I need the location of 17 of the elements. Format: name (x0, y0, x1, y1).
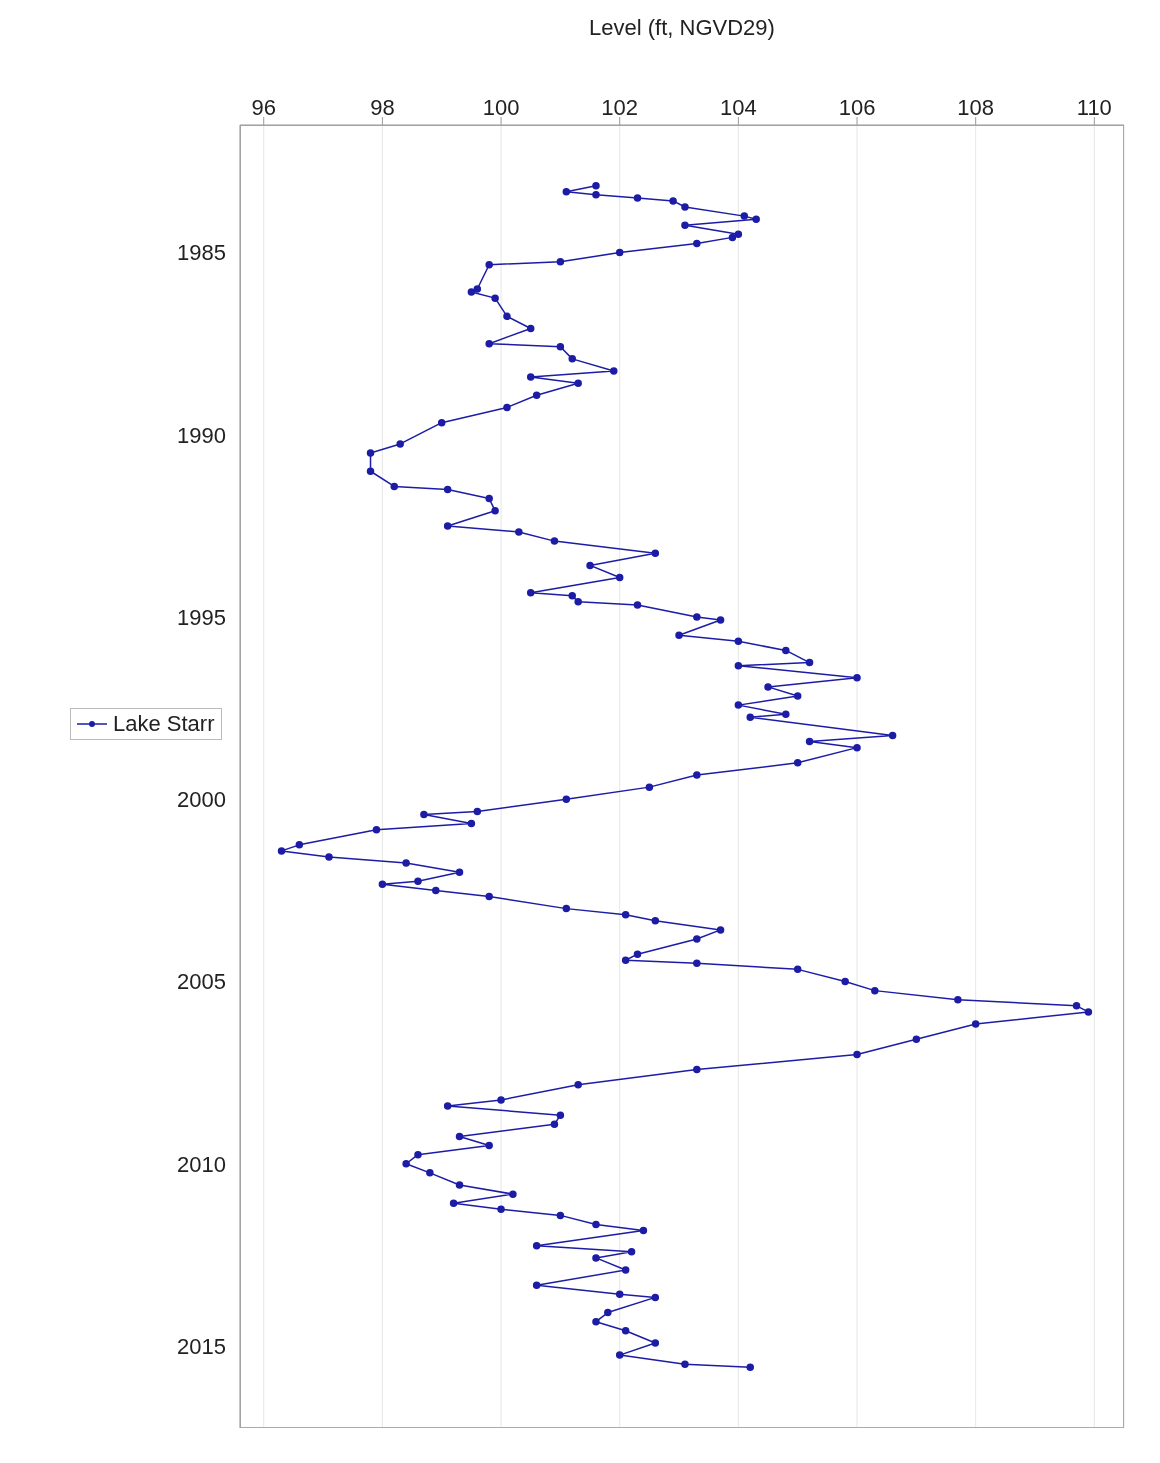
x-tick-label: 98 (370, 95, 395, 120)
y-tick-label: 2005 (177, 969, 226, 995)
y-tick-label: 2015 (177, 1333, 226, 1359)
y-tick-label: 1995 (177, 604, 226, 630)
y-tick-label: 1985 (177, 240, 226, 266)
x-tick-label: 102 (601, 95, 639, 120)
x-tick-label: 106 (838, 95, 876, 120)
x-axis-title: Level (ft, NGVD29) (589, 15, 775, 40)
y-tick-label: 2010 (177, 1151, 226, 1177)
y-tick-label: 1990 (177, 422, 226, 448)
legend-label: Lake Starr (113, 711, 215, 737)
y-tick-label: 2000 (177, 787, 226, 813)
x-tick-label: 104 (720, 95, 757, 120)
x-tick-label: 108 (957, 95, 995, 120)
x-tick-label: 96 (251, 95, 276, 120)
x-tick-label: 100 (482, 95, 520, 120)
x-tick-label: 110 (1076, 95, 1112, 120)
